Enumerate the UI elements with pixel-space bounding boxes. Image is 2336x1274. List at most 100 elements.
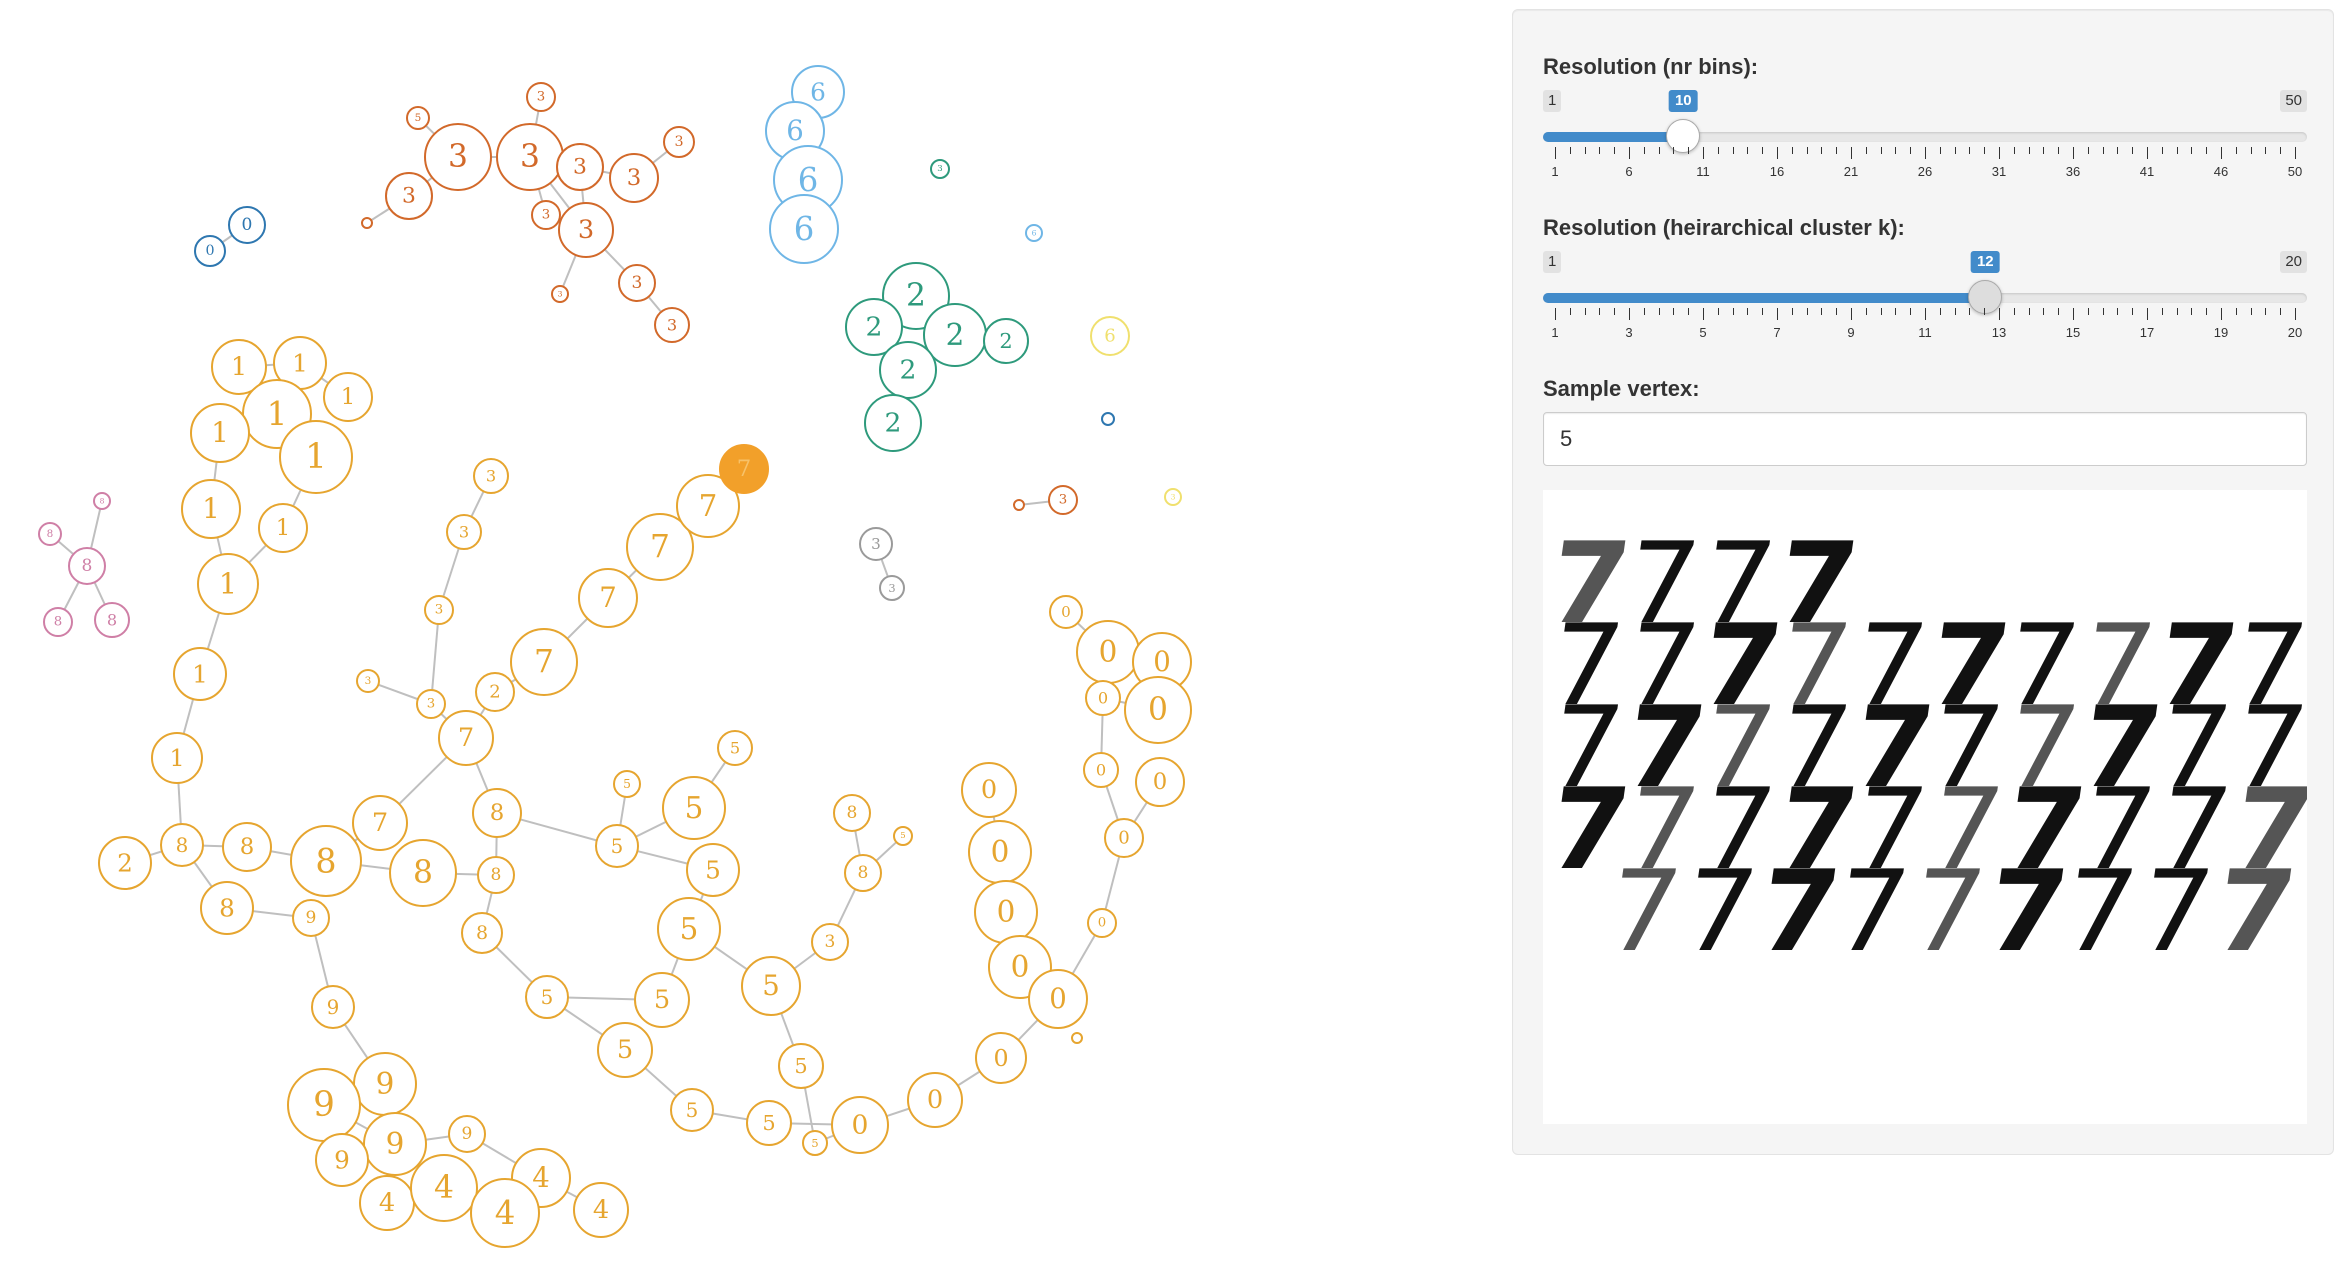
- graph-node[interactable]: 6: [1090, 316, 1130, 356]
- graph-node[interactable]: 3: [930, 159, 950, 179]
- graph-node[interactable]: 3: [446, 514, 482, 550]
- graph-node[interactable]: 5: [597, 1022, 653, 1078]
- graph-node[interactable]: 8: [844, 854, 882, 892]
- graph-node[interactable]: 2: [845, 298, 903, 356]
- graph-node[interactable]: 7: [352, 795, 408, 851]
- graph-node[interactable]: 8: [160, 823, 204, 867]
- graph-node-circle[interactable]: [173, 647, 227, 701]
- graph-node-circle[interactable]: [1164, 488, 1182, 506]
- graph-node[interactable]: 3: [526, 82, 556, 112]
- graph-node[interactable]: 3: [424, 595, 454, 625]
- graph-node[interactable]: 0: [974, 880, 1038, 944]
- graph-node[interactable]: 7: [578, 568, 638, 628]
- graph-node-circle[interactable]: [663, 126, 695, 158]
- graph-node-circle[interactable]: [38, 522, 62, 546]
- graph-node-circle[interactable]: [526, 82, 556, 112]
- graph-node-circle[interactable]: [472, 788, 522, 838]
- graph-node-circle[interactable]: [228, 206, 266, 244]
- graph-node[interactable]: 3: [1164, 488, 1182, 506]
- graph-node[interactable]: 0: [831, 1096, 889, 1154]
- graph-node-circle[interactable]: [356, 669, 380, 693]
- graph-node[interactable]: 9: [315, 1133, 369, 1187]
- graph-node-circle[interactable]: [1087, 908, 1117, 938]
- graph-node[interactable]: 4: [470, 1178, 540, 1248]
- graph-node-circle[interactable]: [258, 503, 308, 553]
- graph-node-circle[interactable]: [626, 513, 694, 581]
- graph-node[interactable]: 0: [1049, 595, 1083, 629]
- graph-node[interactable]: 9: [353, 1052, 417, 1116]
- graph-node-circle[interactable]: [676, 474, 740, 538]
- graph-node[interactable]: 0: [194, 235, 226, 267]
- graph-node-circle[interactable]: [222, 822, 272, 872]
- graph-node[interactable]: 3: [531, 200, 561, 230]
- graph-node-circle[interactable]: [446, 514, 482, 550]
- graph-node-circle[interactable]: [907, 1072, 963, 1128]
- graph-node[interactable]: 1: [151, 732, 203, 784]
- graph-node-circle[interactable]: [670, 1088, 714, 1132]
- graph-node-circle[interactable]: [831, 1096, 889, 1154]
- graph-node-circle[interactable]: [389, 839, 457, 907]
- k-slider[interactable]: 1 20 12 1 3 5 7 9 11 13 15 17 19 20: [1543, 251, 2307, 361]
- graph-node[interactable]: 7: [510, 628, 578, 696]
- graph-node-circle[interactable]: [1049, 595, 1083, 629]
- graph-node-circle[interactable]: [290, 825, 362, 897]
- graph-node-circle[interactable]: [657, 897, 721, 961]
- graph-node-circle[interactable]: [1090, 316, 1130, 356]
- graph-node[interactable]: 0: [1085, 680, 1121, 716]
- bins-slider-handle[interactable]: [1666, 119, 1701, 153]
- graph-node[interactable]: [361, 217, 373, 229]
- graph-node[interactable]: 5: [657, 897, 721, 961]
- graph-node-circle[interactable]: [190, 403, 250, 463]
- graph-node-circle[interactable]: [879, 341, 937, 399]
- graph-node-circle[interactable]: [194, 235, 226, 267]
- graph-node-circle[interactable]: [859, 527, 893, 561]
- graph-node-circle[interactable]: [1104, 818, 1144, 858]
- graph-node[interactable]: 3: [473, 458, 509, 494]
- graph-node[interactable]: 3: [558, 202, 614, 258]
- graph-node-circle[interactable]: [930, 159, 950, 179]
- graph-node-circle[interactable]: [438, 710, 494, 766]
- graph-node-circle[interactable]: [613, 770, 641, 798]
- graph-node[interactable]: 2: [864, 394, 922, 452]
- graph-node-circle[interactable]: [893, 826, 913, 846]
- graph-node[interactable]: 5: [741, 956, 801, 1016]
- graph-node[interactable]: 3: [416, 689, 446, 719]
- graph-node[interactable]: 5: [613, 770, 641, 798]
- graph-node-circle[interactable]: [181, 479, 241, 539]
- graph-node[interactable]: 8: [472, 788, 522, 838]
- graph-node[interactable]: 3: [385, 172, 433, 220]
- graph-node[interactable]: 6: [1025, 224, 1043, 242]
- graph-node-circle[interactable]: [510, 628, 578, 696]
- graph-node[interactable]: 1: [197, 553, 259, 615]
- graph-node-circle[interactable]: [1048, 485, 1078, 515]
- graph-node[interactable]: 0: [961, 762, 1017, 818]
- graph-node-circle[interactable]: [525, 975, 569, 1019]
- graph-node[interactable]: 7: [626, 513, 694, 581]
- graph-node-circle[interactable]: [1025, 224, 1043, 242]
- graph-node[interactable]: 3: [424, 123, 492, 191]
- graph-node[interactable]: 7: [438, 710, 494, 766]
- graph-node-circle[interactable]: [98, 836, 152, 890]
- graph-node[interactable]: 5: [406, 106, 430, 130]
- graph-node-circle[interactable]: [717, 730, 753, 766]
- graph-node-circle[interactable]: [1071, 1032, 1083, 1044]
- graph-node[interactable]: 0: [1124, 676, 1192, 744]
- graph-node[interactable]: 1: [211, 339, 267, 395]
- graph-node-circle[interactable]: [424, 123, 492, 191]
- graph-node[interactable]: 3: [879, 575, 905, 601]
- graph-node[interactable]: 8: [290, 825, 362, 897]
- graph-node[interactable]: 3: [618, 264, 656, 302]
- graph-node[interactable]: 2: [983, 318, 1029, 364]
- graph-node-circle[interactable]: [211, 339, 267, 395]
- graph-node-circle[interactable]: [94, 602, 130, 638]
- graph-node[interactable]: 1: [181, 479, 241, 539]
- graph-node[interactable]: 9: [287, 1068, 361, 1142]
- graph-node[interactable]: 3: [663, 126, 695, 158]
- graph-node-circle[interactable]: [558, 202, 614, 258]
- graph-node-circle[interactable]: [197, 553, 259, 615]
- graph-node-circle[interactable]: [1085, 680, 1121, 716]
- graph-node-circle[interactable]: [93, 492, 111, 510]
- graph-node-circle[interactable]: [1083, 752, 1119, 788]
- graph-node-circle[interactable]: [686, 843, 740, 897]
